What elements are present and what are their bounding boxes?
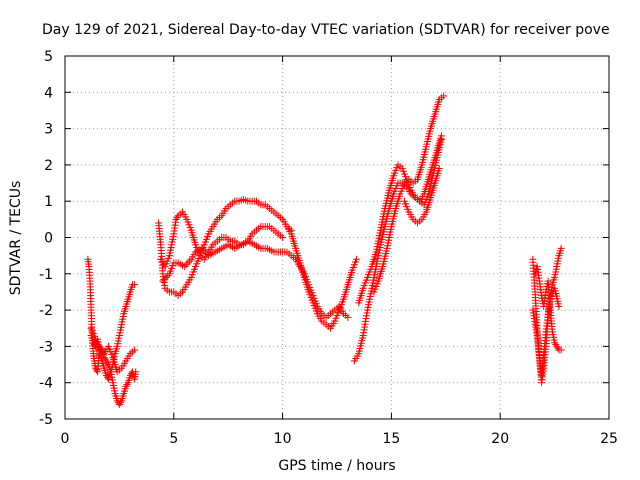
data-marks xyxy=(84,92,565,408)
data-point xyxy=(186,257,194,265)
data-point xyxy=(353,255,361,263)
data-point xyxy=(203,250,211,258)
x-tick-label: 10 xyxy=(274,431,292,447)
y-tick-label: 1 xyxy=(44,194,53,210)
data-point xyxy=(279,234,287,241)
data-point xyxy=(557,244,565,252)
data-point xyxy=(116,399,124,407)
data-point xyxy=(131,281,139,289)
data-point xyxy=(440,92,448,100)
data-point xyxy=(123,381,131,389)
data-point xyxy=(551,339,559,347)
data-point xyxy=(161,275,169,283)
data-point xyxy=(93,366,101,374)
y-axis-label: SDTVAR / TECUs xyxy=(8,181,24,296)
data-point xyxy=(181,263,189,271)
data-point xyxy=(132,368,140,376)
x-tick-label: 5 xyxy=(169,431,178,447)
data-point xyxy=(344,313,352,321)
data-point xyxy=(89,339,97,347)
axis-ticks xyxy=(64,55,610,420)
y-tick-label: 4 xyxy=(44,85,53,101)
y-tick-label: -1 xyxy=(39,267,53,283)
data-point xyxy=(159,277,167,285)
x-axis-label: GPS time / hours xyxy=(278,458,395,474)
data-point xyxy=(201,248,209,256)
grid-lines xyxy=(65,56,609,419)
data-point xyxy=(554,344,562,352)
data-point xyxy=(552,341,560,349)
data-point xyxy=(198,244,206,252)
y-tick-label: 0 xyxy=(44,231,53,247)
x-tick-label: 0 xyxy=(61,431,70,447)
data-point xyxy=(162,273,170,281)
data-point xyxy=(182,261,190,269)
data-point xyxy=(437,132,445,140)
data-point xyxy=(184,259,192,267)
data-point xyxy=(115,400,123,408)
data-point xyxy=(101,355,109,363)
data-point xyxy=(103,359,111,367)
y-tick-label: 3 xyxy=(44,122,53,138)
data-point xyxy=(200,246,208,254)
data-point xyxy=(173,214,181,222)
data-point xyxy=(164,272,172,280)
y-tick-label: -5 xyxy=(39,412,53,428)
x-tick-label: 20 xyxy=(491,431,509,447)
y-tick-label: -3 xyxy=(39,339,53,355)
data-point xyxy=(435,165,443,173)
data-point xyxy=(102,371,110,379)
data-point xyxy=(126,371,134,379)
x-tick-label: 25 xyxy=(600,431,618,447)
x-tick-label: 15 xyxy=(382,431,400,447)
y-tick-label: 2 xyxy=(44,158,53,174)
data-point xyxy=(553,342,561,350)
data-point xyxy=(555,302,563,310)
data-point xyxy=(122,382,130,390)
data-point xyxy=(557,346,565,354)
data-point xyxy=(131,346,139,354)
y-tick-label: -4 xyxy=(39,376,53,392)
tick-labels: 0 5 10 15 20 25 -5 -4 -3 -2 -1 0 1 2 3 4 5 xyxy=(39,49,618,447)
chart-title: Day 129 of 2021, Sidereal Day-to-day VTE… xyxy=(42,22,610,38)
data-point xyxy=(172,215,180,223)
y-tick-label: 5 xyxy=(44,49,53,65)
y-tick-label: -2 xyxy=(39,303,53,319)
